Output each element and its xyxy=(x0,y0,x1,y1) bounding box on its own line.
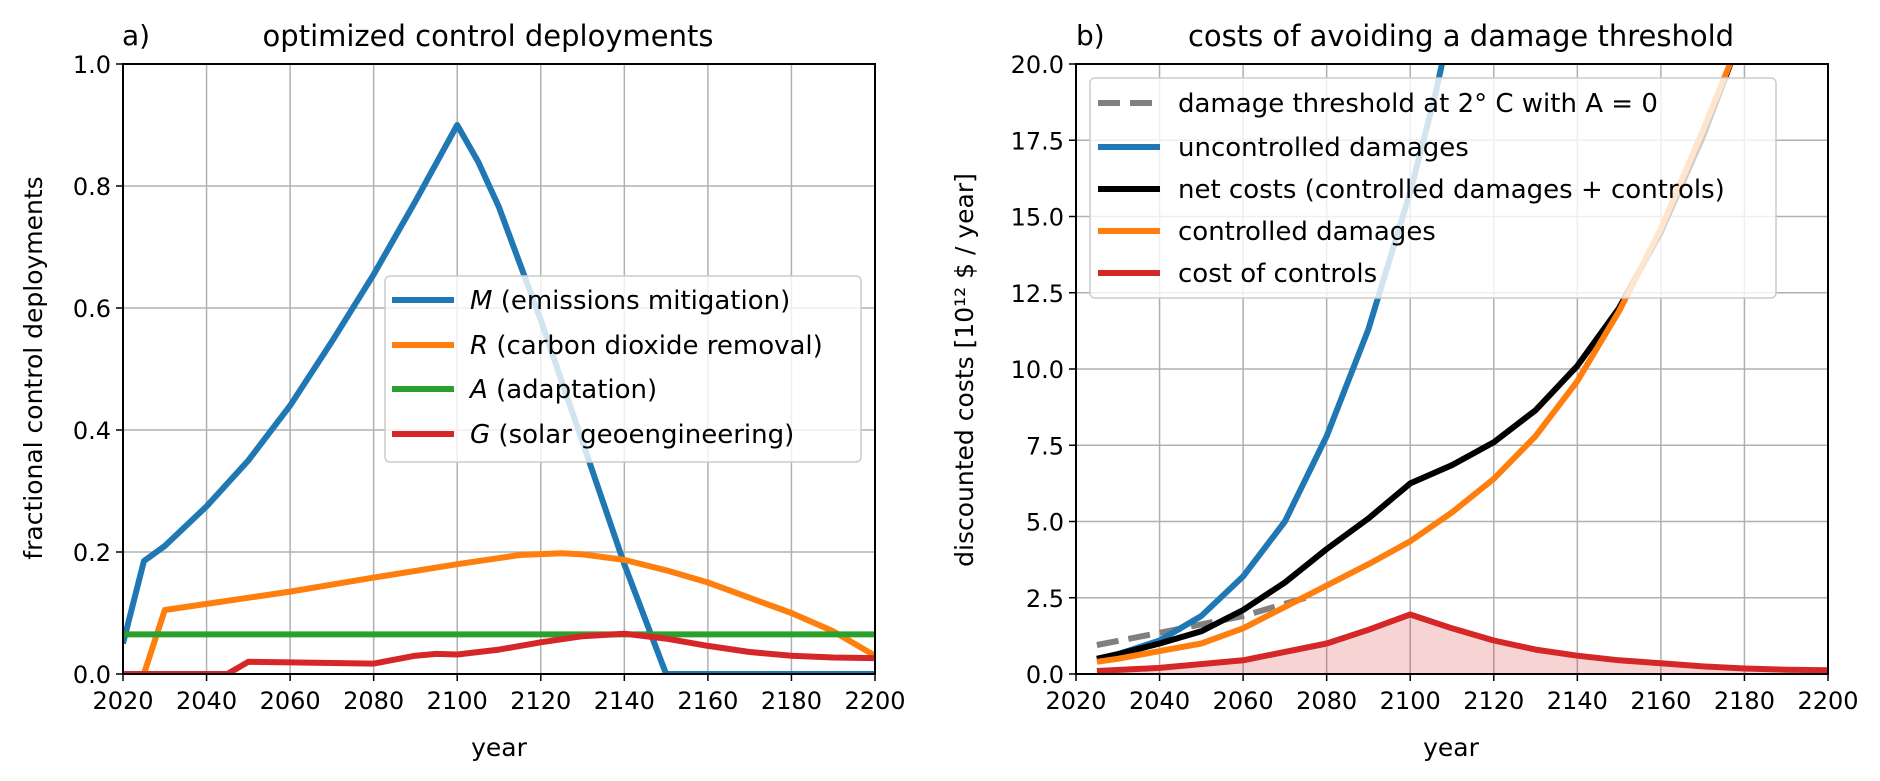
a-x-tick-label: 2060 xyxy=(260,687,321,715)
a-x-tick-label: 2120 xyxy=(510,687,571,715)
panel-a-series xyxy=(123,122,875,674)
legend-item-controlled: controlled damages xyxy=(1098,217,1436,247)
a-x-tick-label: 2080 xyxy=(343,687,404,715)
panel-b-ticks: 2020 2040 2060 2080 2100 2120 2140 2160 2180 2200… xyxy=(1011,51,1859,715)
panel-a-title: optimized control deployments xyxy=(263,19,714,53)
a-x-tick-label: 2100 xyxy=(427,687,488,715)
b-y-tick-label: 15.0 xyxy=(1011,204,1064,232)
panel-a-label: a) xyxy=(122,19,150,52)
panel-a-frame xyxy=(122,63,876,675)
legend-label-geoengineering: G (solar geoengineering) xyxy=(470,420,794,450)
b-x-tick-label: 2160 xyxy=(1630,687,1691,715)
panel-a-ticks: 2020 2040 2060 2080 2100 2120 2140 2160 2180 2200… xyxy=(73,51,906,715)
a-x-tick-label: 2180 xyxy=(761,687,822,715)
panel-b-ylabel: discounted costs [10¹² $ / year] xyxy=(950,173,979,567)
b-x-tick-label: 2140 xyxy=(1547,687,1608,715)
b-x-tick-label: 2120 xyxy=(1463,687,1524,715)
legend-label-net: net costs (controlled damages + controls… xyxy=(1178,175,1725,205)
legend-label-threshold: damage threshold at 2° C with A = 0 xyxy=(1178,89,1658,119)
a-x-tick-label: 2160 xyxy=(677,687,738,715)
legend-label-uncontrolled: uncontrolled damages xyxy=(1178,133,1469,163)
a-x-tick-label: 2200 xyxy=(844,687,905,715)
b-x-tick-label: 2080 xyxy=(1296,687,1357,715)
b-series-line-0 xyxy=(1096,594,1307,648)
b-y-tick-label: 20.0 xyxy=(1011,51,1064,79)
panel-a: a) optimized control deployments year fr… xyxy=(19,19,906,762)
a-y-tick-label: 0.6 xyxy=(73,295,111,323)
panel-b-legend: damage threshold at 2° C with A = 0 unco… xyxy=(1089,77,1777,299)
a-series-line-1 xyxy=(123,550,875,674)
legend-item-adaptation: A (adaptation) xyxy=(392,375,657,405)
b-y-tick-label: 5.0 xyxy=(1026,509,1064,537)
a-series-line-0 xyxy=(123,122,875,674)
panel-b: b) costs of avoiding a damage threshold … xyxy=(950,19,1859,762)
panel-b-xlabel: year xyxy=(1423,733,1479,762)
panel-b-title: costs of avoiding a damage threshold xyxy=(1188,19,1734,53)
b-x-tick-label: 2040 xyxy=(1129,687,1190,715)
b-y-tick-label: 2.5 xyxy=(1026,585,1064,613)
legend-label-controlled: controlled damages xyxy=(1178,217,1436,247)
b-x-tick-label: 2180 xyxy=(1714,687,1775,715)
panel-b-label: b) xyxy=(1076,19,1105,52)
legend-label-controls-cost: cost of controls xyxy=(1178,259,1377,289)
legend-item-controls-cost: cost of controls xyxy=(1098,259,1377,289)
a-y-tick-label: 0.8 xyxy=(73,173,111,201)
b-x-tick-label: 2020 xyxy=(1045,687,1106,715)
legend-item-mitigation: M (emissions mitigation) xyxy=(392,286,790,316)
a-x-tick-label: 2140 xyxy=(594,687,655,715)
legend-item-uncontrolled: uncontrolled damages xyxy=(1098,133,1469,163)
legend-item-cdr: R (carbon dioxide removal) xyxy=(392,331,823,361)
panel-b-legend-box xyxy=(1089,77,1777,299)
a-y-tick-label: 1.0 xyxy=(73,51,111,79)
panel-a-ylabel: fractional control deployments xyxy=(19,176,48,559)
b-y-tick-label: 10.0 xyxy=(1011,356,1064,384)
legend-item-threshold: damage threshold at 2° C with A = 0 xyxy=(1098,89,1658,119)
b-series-line-4 xyxy=(1096,611,1828,674)
legend-label-cdr: R (carbon dioxide removal) xyxy=(470,331,823,361)
a-y-tick-label: 0.2 xyxy=(73,539,111,567)
b-y-tick-label: 0.0 xyxy=(1026,661,1064,689)
legend-item-net: net costs (controlled damages + controls… xyxy=(1098,175,1725,205)
b-y-tick-label: 12.5 xyxy=(1011,280,1064,308)
legend-label-mitigation: M (emissions mitigation) xyxy=(470,286,790,316)
panel-a-legend: M (emissions mitigation) R (carbon dioxi… xyxy=(384,275,862,463)
panel-a-legend-box xyxy=(384,275,862,463)
panel-a-xlabel: year xyxy=(471,733,527,762)
a-series-line-3 xyxy=(123,630,875,674)
a-y-tick-label: 0.0 xyxy=(73,661,111,689)
b-x-tick-label: 2200 xyxy=(1797,687,1858,715)
b-series-fill-4 xyxy=(1096,614,1828,674)
legend-item-geoengineering: G (solar geoengineering) xyxy=(392,420,794,450)
a-y-tick-label: 0.4 xyxy=(73,417,111,445)
b-x-tick-label: 2060 xyxy=(1213,687,1274,715)
legend-label-adaptation: A (adaptation) xyxy=(468,375,657,405)
a-x-tick-label: 2040 xyxy=(176,687,237,715)
a-x-tick-label: 2020 xyxy=(92,687,153,715)
b-y-tick-label: 7.5 xyxy=(1026,432,1064,460)
b-y-tick-label: 17.5 xyxy=(1011,127,1064,155)
b-x-tick-label: 2100 xyxy=(1380,687,1441,715)
